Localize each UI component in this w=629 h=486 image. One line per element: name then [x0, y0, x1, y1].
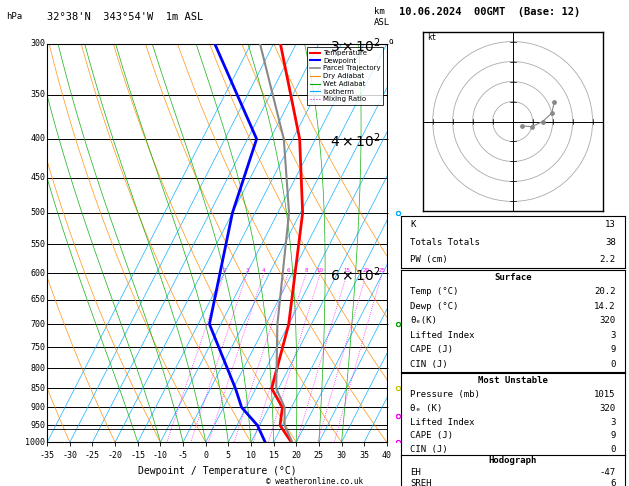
Text: Pressure (mb): Pressure (mb)	[410, 390, 480, 399]
Text: km: km	[374, 7, 385, 17]
Text: 15: 15	[343, 268, 350, 273]
Text: 3: 3	[610, 417, 616, 427]
Text: 25: 25	[379, 268, 386, 273]
Text: kt: kt	[426, 33, 436, 42]
X-axis label: Dewpoint / Temperature (°C): Dewpoint / Temperature (°C)	[138, 466, 296, 476]
Point	[516, 122, 526, 130]
Text: 6: 6	[389, 174, 394, 182]
Text: CAPE (J): CAPE (J)	[410, 432, 454, 440]
Text: 1: 1	[389, 403, 394, 412]
Text: 8: 8	[304, 268, 308, 273]
Text: 9: 9	[610, 432, 616, 440]
Text: 320: 320	[599, 316, 616, 325]
Text: hPa: hPa	[6, 12, 23, 21]
Text: 350: 350	[30, 90, 45, 99]
Text: 8: 8	[389, 90, 394, 99]
Text: 850: 850	[30, 384, 45, 393]
Text: Lifted Index: Lifted Index	[410, 417, 475, 427]
Text: Totals Totals: Totals Totals	[410, 238, 480, 246]
Text: 2: 2	[223, 268, 226, 273]
Text: 20: 20	[363, 268, 370, 273]
Text: 6: 6	[610, 479, 616, 486]
Text: SREH: SREH	[410, 479, 431, 486]
Text: 950: 950	[30, 421, 45, 430]
Text: 1015: 1015	[594, 390, 616, 399]
Text: 750: 750	[30, 343, 45, 351]
Text: 9: 9	[389, 39, 394, 48]
Text: 650: 650	[30, 295, 45, 304]
Text: K: K	[410, 220, 416, 229]
Text: 2.2: 2.2	[599, 255, 616, 264]
Text: CAPE (J): CAPE (J)	[410, 346, 454, 354]
Text: 3: 3	[610, 331, 616, 340]
Text: 800: 800	[30, 364, 45, 373]
Text: 13: 13	[605, 220, 616, 229]
Text: © weatheronline.co.uk: © weatheronline.co.uk	[266, 477, 363, 486]
Text: 0: 0	[610, 445, 616, 454]
Text: 6: 6	[286, 268, 290, 273]
Text: 10: 10	[317, 268, 324, 273]
Text: 3: 3	[245, 268, 249, 273]
Text: 700: 700	[30, 320, 45, 329]
Text: 400: 400	[30, 135, 45, 143]
Text: Lifted Index: Lifted Index	[410, 331, 475, 340]
Text: 0: 0	[610, 360, 616, 369]
Text: 600: 600	[30, 269, 45, 278]
Text: 2: 2	[389, 364, 394, 373]
Text: Mixing Ratio (g/kg): Mixing Ratio (g/kg)	[398, 199, 406, 287]
Text: 7: 7	[389, 135, 394, 143]
Text: 4: 4	[262, 268, 265, 273]
Text: 6: 6	[389, 208, 394, 217]
Text: Surface: Surface	[494, 273, 532, 281]
Text: 10.06.2024  00GMT  (Base: 12): 10.06.2024 00GMT (Base: 12)	[399, 7, 581, 17]
Text: 900: 900	[30, 403, 45, 412]
Text: PW (cm): PW (cm)	[410, 255, 448, 264]
Point	[527, 123, 537, 131]
Point	[549, 98, 559, 106]
Text: 20.2: 20.2	[594, 287, 616, 296]
Text: CIN (J): CIN (J)	[410, 445, 448, 454]
Text: EH: EH	[410, 468, 421, 477]
Text: -47: -47	[599, 468, 616, 477]
Text: 14.2: 14.2	[594, 302, 616, 311]
Text: CIN (J): CIN (J)	[410, 360, 448, 369]
Text: 1000: 1000	[26, 438, 45, 447]
Text: Hodograph: Hodograph	[489, 456, 537, 466]
Text: Most Unstable: Most Unstable	[478, 376, 548, 385]
Text: 450: 450	[30, 174, 45, 182]
Text: 38: 38	[605, 238, 616, 246]
Text: 3: 3	[389, 320, 394, 329]
Text: θₑ(K): θₑ(K)	[410, 316, 437, 325]
Text: Dewp (°C): Dewp (°C)	[410, 302, 459, 311]
Text: 320: 320	[599, 403, 616, 413]
Point	[547, 109, 557, 117]
Text: LCL: LCL	[387, 424, 401, 433]
Text: 4: 4	[389, 269, 394, 278]
Text: θₑ (K): θₑ (K)	[410, 403, 442, 413]
Text: 500: 500	[30, 208, 45, 217]
Point	[538, 118, 548, 125]
Text: 300: 300	[30, 39, 45, 48]
Text: 550: 550	[30, 240, 45, 249]
Text: ASL: ASL	[374, 18, 391, 28]
Text: Temp (°C): Temp (°C)	[410, 287, 459, 296]
Text: 9: 9	[610, 346, 616, 354]
Legend: Temperature, Dewpoint, Parcel Trajectory, Dry Adiabat, Wet Adiabat, Isotherm, Mi: Temperature, Dewpoint, Parcel Trajectory…	[307, 47, 383, 105]
Text: 32°38'N  343°54'W  1m ASL: 32°38'N 343°54'W 1m ASL	[47, 12, 203, 22]
